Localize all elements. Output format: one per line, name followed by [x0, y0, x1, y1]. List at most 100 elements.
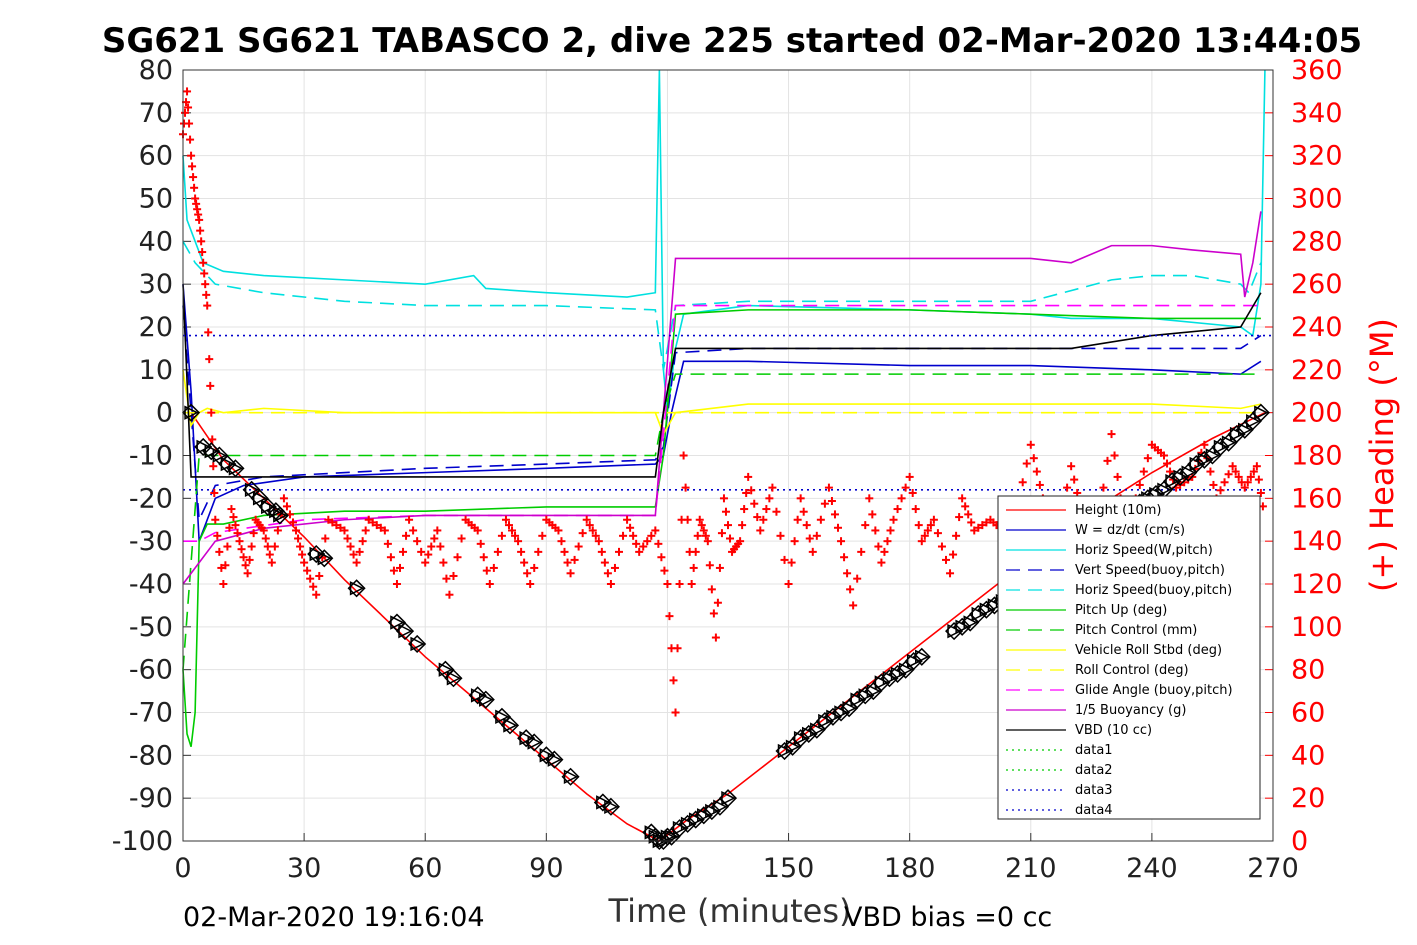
- depth-marker-triangle: [644, 825, 659, 840]
- depth-marker: [888, 664, 907, 684]
- depth-marker: [977, 600, 996, 619]
- heading-marker: [697, 521, 706, 530]
- heading-marker: [217, 563, 226, 572]
- heading-marker: [493, 547, 502, 556]
- heading-marker: [215, 547, 224, 556]
- heading-marker: [405, 515, 414, 524]
- heading-marker: [765, 494, 774, 503]
- heading-marker: [747, 486, 756, 495]
- depth-marker-triangle: [721, 790, 736, 806]
- depth-marker: [823, 707, 843, 726]
- depth-marker-triangle: [947, 623, 962, 639]
- heading-marker: [654, 539, 663, 548]
- depth-marker-triangle: [697, 808, 712, 823]
- heading-marker: [665, 612, 674, 621]
- heading-marker: [1135, 480, 1144, 489]
- depth-marker-triangle: [410, 636, 425, 652]
- heading-marker: [776, 531, 785, 540]
- heading-marker: [1256, 488, 1265, 497]
- heading-marker: [523, 569, 532, 578]
- heading-marker: [717, 529, 726, 538]
- depth-marker-triangle: [842, 701, 857, 716]
- heading-marker: [328, 518, 337, 527]
- heading-marker: [603, 569, 612, 578]
- right-y-tick-label: 300: [1291, 184, 1343, 215]
- heading-marker: [497, 531, 506, 540]
- heading-marker: [186, 135, 195, 144]
- heading-marker: [946, 569, 955, 578]
- heading-marker: [479, 553, 488, 562]
- depth-marker: [537, 746, 556, 765]
- heading-marker: [399, 547, 408, 556]
- depth-marker: [408, 634, 427, 654]
- heading-marker: [695, 515, 704, 524]
- depth-marker-triangle: [438, 662, 454, 677]
- depth-marker-triangle: [261, 499, 276, 515]
- heading-marker: [1110, 451, 1119, 460]
- heading-marker: [1246, 472, 1255, 481]
- heading-marker: [657, 553, 666, 562]
- depth-marker: [561, 767, 580, 786]
- right-y-axis-label: (+) Heading (°M): [1363, 318, 1401, 592]
- depth-marker-triangle: [563, 769, 579, 784]
- heading-marker: [231, 521, 240, 530]
- right-y-tick-label: 20: [1291, 783, 1325, 814]
- heading-marker: [974, 523, 983, 532]
- heading-marker: [402, 531, 411, 540]
- heading-marker: [1018, 478, 1027, 487]
- depth-marker: [315, 549, 334, 568]
- heading-marker: [557, 537, 566, 546]
- heading-marker: [820, 499, 829, 508]
- depth-marker: [545, 750, 564, 769]
- legend-label-height-10m: Height (10m): [1075, 503, 1161, 518]
- heading-marker: [744, 472, 753, 481]
- heading-marker: [949, 550, 958, 559]
- depth-marker-triangle: [1246, 414, 1261, 429]
- heading-marker: [219, 580, 228, 588]
- depth-marker-triangle: [793, 730, 809, 746]
- heading-marker: [389, 566, 398, 575]
- right-y-tick-label: 0: [1291, 826, 1308, 857]
- heading-marker: [201, 280, 210, 289]
- right-y-tick-label: 200: [1291, 398, 1343, 429]
- heading-marker: [660, 566, 669, 575]
- heading-marker: [534, 547, 543, 556]
- heading-marker: [265, 550, 274, 559]
- heading-marker: [198, 248, 207, 257]
- heading-marker: [181, 108, 190, 117]
- heading-marker: [1206, 467, 1215, 476]
- depth-marker: [347, 579, 366, 598]
- legend-label-horiz-speed-buoy-pitch: Horiz Speed(buoy,pitch): [1075, 583, 1232, 598]
- depth-marker: [182, 403, 201, 422]
- heading-marker: [871, 526, 880, 535]
- heading-marker: [1231, 467, 1240, 476]
- heading-marker: [453, 553, 462, 562]
- heading-marker: [937, 542, 946, 551]
- heading-marker: [742, 488, 751, 497]
- heading-marker: [1070, 475, 1079, 484]
- depth-marker: [1171, 467, 1190, 486]
- depth-marker: [945, 622, 964, 641]
- depth-marker: [258, 497, 277, 516]
- depth-marker-triangle: [688, 812, 704, 827]
- heading-marker: [413, 537, 422, 546]
- heading-marker: [279, 494, 288, 503]
- heading-marker: [203, 301, 212, 310]
- left-y-tick-label: 60: [139, 141, 173, 172]
- heading-marker: [886, 526, 895, 535]
- left-y-tick-label: -70: [129, 698, 173, 729]
- heading-marker: [485, 580, 494, 588]
- heading-marker: [312, 590, 321, 599]
- depth-marker: [1163, 472, 1182, 491]
- x-tick-label: 210: [1005, 853, 1057, 884]
- heading-marker: [241, 561, 250, 570]
- heading-marker: [843, 569, 852, 578]
- heading-marker: [211, 515, 220, 524]
- depth-marker-triangle: [1189, 456, 1204, 472]
- depth-marker-triangle: [858, 688, 873, 703]
- depth-marker-triangle: [785, 739, 801, 754]
- heading-marker: [227, 505, 236, 514]
- legend-label-data4: data4: [1075, 803, 1113, 818]
- legend-label-vbd-10-cc: VBD (10 cc): [1075, 723, 1152, 738]
- x-tick-label: 60: [408, 853, 442, 884]
